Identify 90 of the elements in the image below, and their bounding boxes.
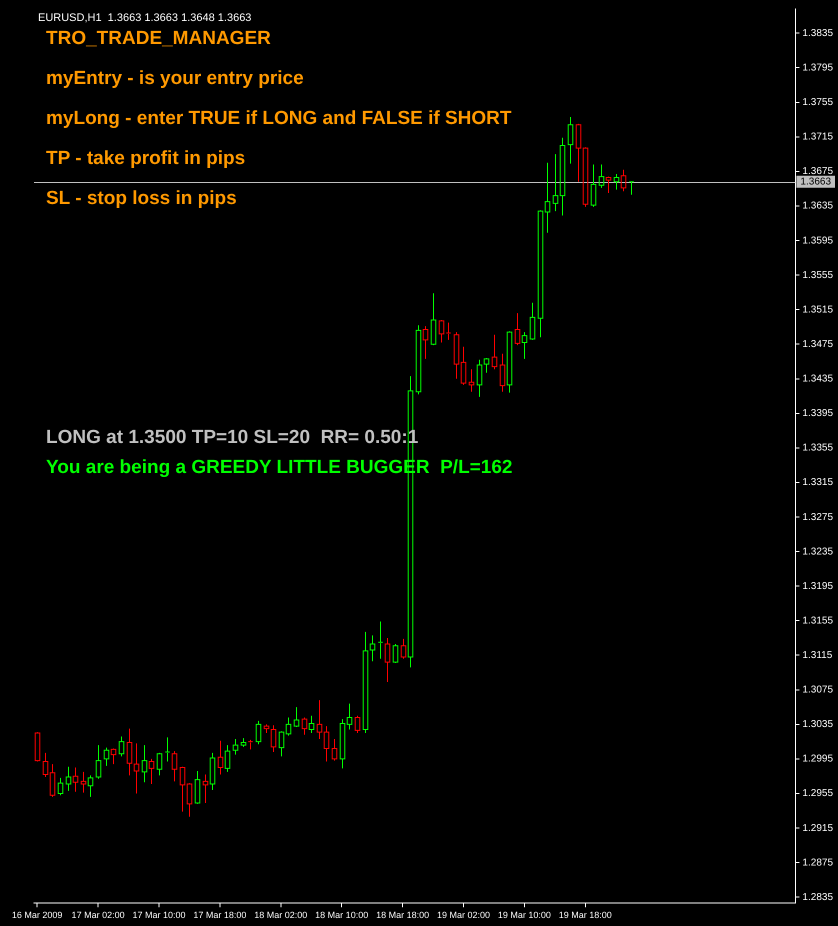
x-tick-label: 18 Mar 10:00	[315, 910, 368, 920]
x-tick-label: 19 Mar 18:00	[558, 910, 612, 920]
y-tick-label: 1.2875	[802, 857, 834, 868]
candlestick	[80, 771, 86, 794]
candlestick	[628, 181, 634, 196]
candlestick	[590, 164, 596, 208]
y-tick-label: 1.3515	[802, 304, 834, 316]
candlestick	[430, 292, 436, 346]
candlestick	[66, 766, 72, 792]
candlestick	[416, 324, 422, 395]
candlestick	[240, 738, 246, 748]
y-tick-label: 1.3315	[802, 477, 834, 488]
chart-title: EURUSD,H1 1.3663 1.3663 1.3648 1.3663	[38, 12, 252, 24]
y-tick-label: 1.3755	[802, 97, 834, 108]
candlestick	[88, 774, 94, 798]
y-tick-label: 1.3195	[802, 580, 834, 592]
x-tick-label: 19 Mar 10:00	[498, 910, 551, 920]
candlestick	[422, 326, 428, 360]
candlestick	[118, 736, 124, 757]
candlestick	[164, 736, 170, 762]
y-tick-label: 1.3475	[802, 338, 834, 350]
candlestick	[362, 631, 368, 734]
candlestick	[202, 774, 208, 804]
y-tick-label: 1.3035	[802, 719, 834, 730]
candlestick	[148, 758, 154, 784]
candlestick	[210, 752, 216, 791]
candlestick	[468, 368, 474, 392]
candlestick	[224, 744, 230, 772]
y-tick-label: 1.3635	[802, 200, 834, 212]
candlestick	[500, 353, 506, 392]
y-tick-label: 1.3395	[802, 408, 834, 420]
x-tick-label: 17 Mar 18:00	[193, 910, 246, 920]
candlestick	[530, 302, 536, 340]
candlestick	[370, 634, 376, 662]
candlestick	[110, 748, 116, 765]
y-tick-label: 1.3355	[802, 442, 834, 454]
candlestick	[126, 728, 132, 776]
annotation: myLong - enter TRUE if LONG and FALSE if SHORT	[46, 108, 512, 130]
candlestick	[568, 116, 574, 164]
y-tick-label: 1.3555	[802, 270, 834, 281]
x-tick-label: 16 Mar 2009	[12, 910, 62, 920]
y-tick-label: 1.3435	[802, 374, 834, 385]
x-tick-label: 17 Mar 02:00	[72, 910, 125, 920]
candlestick	[332, 738, 338, 762]
y-tick-label: 1.3075	[802, 684, 834, 696]
annotation: myEntry - is your entry price	[46, 68, 304, 90]
candlestick	[308, 715, 314, 734]
candlestick	[378, 621, 384, 660]
y-tick-label: 1.3115	[802, 650, 833, 661]
x-tick-label: 18 Mar 18:00	[376, 910, 430, 920]
candlestick	[172, 750, 178, 782]
candlestick	[614, 174, 620, 190]
x-tick-label: 19 Mar 02:00	[436, 910, 490, 920]
candlestick	[606, 176, 612, 194]
y-tick-label: 1.3275	[802, 512, 834, 523]
y-tick-label: 1.2915	[802, 822, 834, 834]
candlestick	[142, 744, 148, 783]
y-tick-label: 1.3835	[802, 28, 834, 39]
candlestick	[104, 747, 110, 766]
candlestick	[232, 738, 238, 756]
candlestick	[598, 164, 604, 188]
candlestick	[476, 359, 482, 398]
x-tick-label: 18 Mar 02:00	[254, 910, 308, 920]
candlestick	[270, 724, 276, 753]
annotation: TRO_TRADE_MANAGER	[46, 28, 272, 50]
y-tick-label: 1.3595	[802, 235, 834, 246]
y-tick-label: 1.3715	[802, 132, 834, 143]
y-tick-label: 1.3235	[802, 546, 834, 558]
candlestick	[522, 332, 528, 360]
candlestick	[218, 740, 224, 775]
candlestick	[294, 706, 300, 728]
y-tick-label: 1.2955	[802, 788, 834, 800]
y-tick-label: 1.2995	[802, 754, 834, 765]
y-tick-label: 1.3675	[802, 166, 834, 178]
candlestick	[620, 169, 626, 192]
candlestick	[492, 334, 498, 370]
x-tick-label: 17 Mar 10:00	[132, 910, 186, 920]
candlestick	[72, 767, 78, 792]
annotation: TP - take profit in pips	[46, 148, 246, 170]
y-tick-label: 1.3155	[802, 615, 834, 626]
candlestick	[384, 637, 390, 683]
annotation: SL - stop loss in pips	[46, 188, 237, 210]
y-tick-label: 1.2835	[802, 892, 834, 903]
candlestick	[96, 744, 102, 780]
candlestick	[514, 312, 520, 346]
y-tick-label: 1.3795	[802, 62, 834, 74]
candlestick	[194, 770, 200, 804]
ref-line-label: 1.3663	[800, 176, 832, 188]
candlestick	[134, 742, 140, 794]
candlestick	[484, 358, 490, 374]
